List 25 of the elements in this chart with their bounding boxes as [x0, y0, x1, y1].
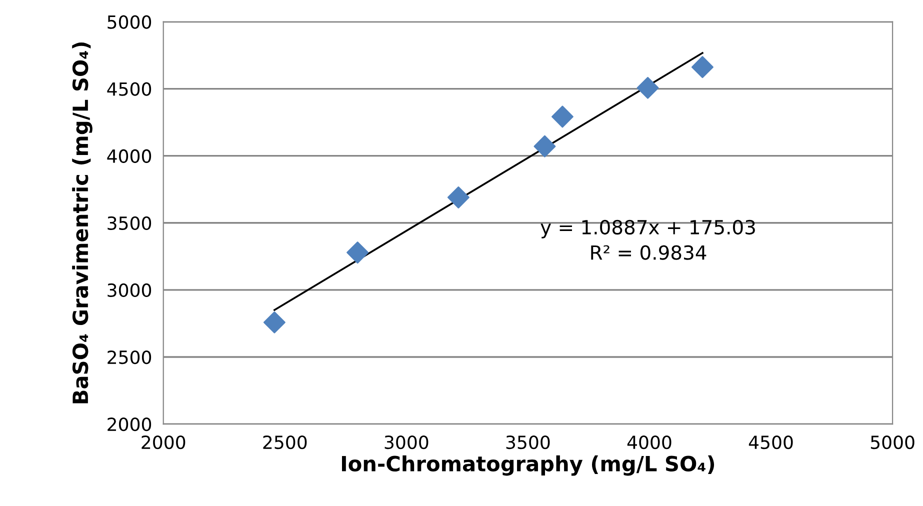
x-tick-label: 5000	[870, 435, 914, 450]
y-tick-label: 3000	[108, 283, 152, 298]
y-tick-label: 4000	[107, 149, 152, 163]
x-tick-label: 4000	[627, 435, 672, 450]
point	[346, 242, 369, 264]
x-tick-label: 2500	[263, 435, 307, 450]
point	[534, 135, 556, 158]
x-tick-label: 2000	[142, 435, 186, 450]
y-tick-label: 2000	[108, 417, 152, 432]
annotation: R² = 0.9834	[591, 245, 706, 260]
y-axis-title: BaSO₄ Gravimentric (mg/L SO₄)	[72, 42, 92, 404]
point	[636, 76, 659, 99]
x-tick-label: 3000	[384, 435, 428, 450]
x-axis-title: Ion-Chromatography (mg/L SO₄)	[342, 455, 714, 476]
point	[447, 186, 470, 208]
annotation: y = 1.0887x + 175.03	[540, 220, 755, 238]
y-tick-label: 4500	[107, 82, 152, 96]
point	[691, 56, 714, 78]
point	[263, 311, 286, 334]
x-tick-label: 3500	[506, 435, 550, 450]
point	[551, 106, 574, 128]
y-tick-label: 5000	[108, 15, 152, 29]
y-tick-label: 2500	[108, 350, 152, 364]
y-tick-label: 3500	[108, 216, 152, 230]
x-tick-label: 4500	[748, 435, 793, 450]
